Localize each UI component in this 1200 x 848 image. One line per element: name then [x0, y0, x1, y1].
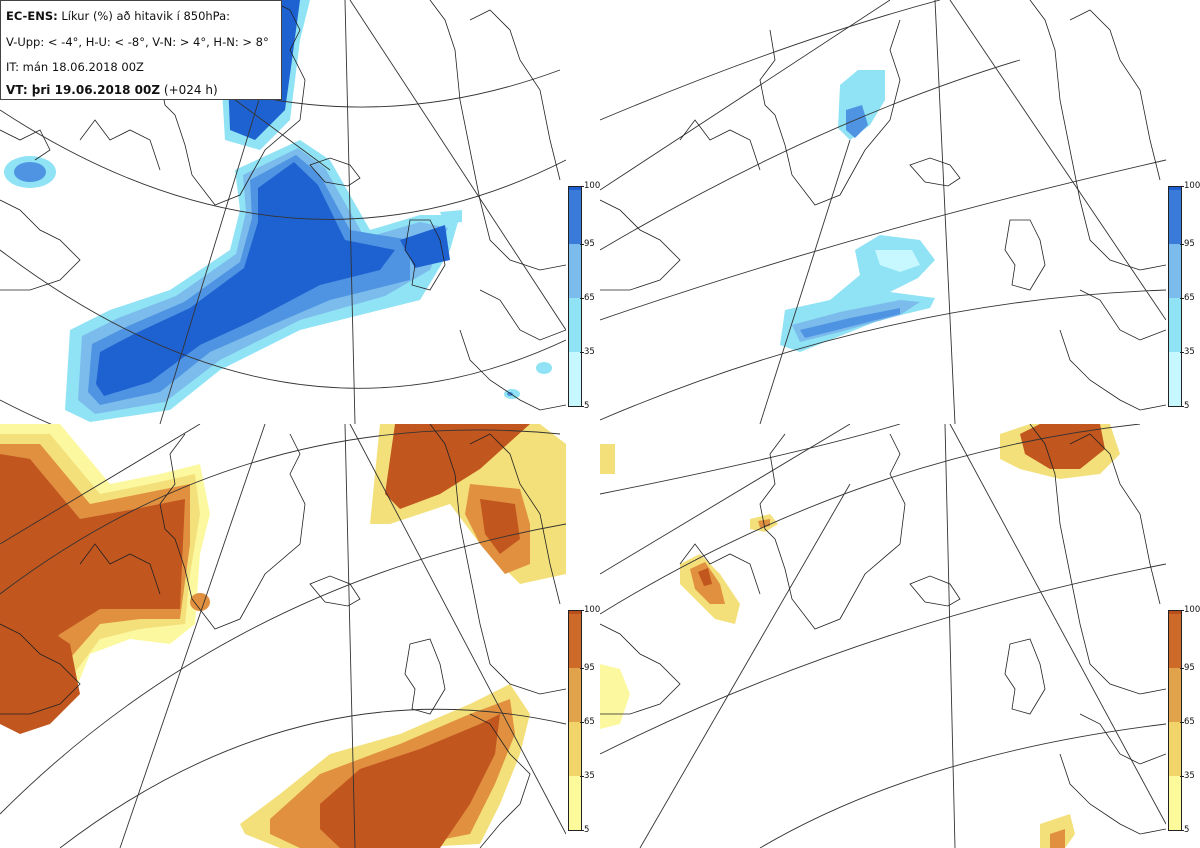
- probability-map-warm-8: [600, 424, 1166, 848]
- colorbar-tick: [1180, 406, 1184, 407]
- colorbar-label: 95: [584, 663, 595, 673]
- colorbar-segment: [568, 614, 582, 668]
- colorbar-tick: [580, 352, 584, 353]
- colorbar-segment: [568, 190, 582, 244]
- colorbar-cap: [568, 186, 582, 191]
- colorbar-tick: [580, 298, 584, 299]
- colorbar-bottom-left: 100 95 65 35 5: [568, 605, 604, 840]
- colorbar-cap: [1168, 610, 1182, 615]
- probability-field: [600, 424, 1120, 848]
- colorbar-segment: [568, 668, 582, 722]
- colorbar-tick: [1180, 722, 1184, 723]
- lead-time: (+024 h): [163, 83, 218, 97]
- colorbar-tick: [1180, 244, 1184, 245]
- colorbar-label: 35: [1184, 347, 1195, 357]
- map-title-box: EC-ENS: Líkur (%) að hitavik í 850hPa: V…: [0, 0, 282, 100]
- colorbar-tick: [580, 722, 584, 723]
- colorbar-segment: [568, 776, 582, 831]
- colorbar-bottom-right: 100 95 65 35 5: [1168, 605, 1200, 840]
- colorbar-label: 95: [1184, 239, 1195, 249]
- colorbar-label: 100: [584, 181, 601, 191]
- colorbar-label: 65: [1184, 293, 1195, 303]
- coastlines: [0, 424, 566, 848]
- coastlines: [0, 0, 566, 411]
- coastlines: [600, 0, 1166, 411]
- probability-field: [0, 424, 566, 848]
- colorbar-cap: [568, 610, 582, 615]
- probability-map-warm-4: [0, 424, 566, 848]
- coastlines: [600, 424, 1166, 835]
- title-text: Líkur (%) að hitavik í 850hPa:: [61, 9, 231, 23]
- colorbar-segment: [568, 244, 582, 298]
- colorbar-segment: [568, 298, 582, 352]
- graticule: [600, 424, 1166, 848]
- colorbar-label: 5: [584, 825, 590, 835]
- graticule: [600, 0, 1166, 424]
- map-panel-top-left: EC-ENS: Líkur (%) að hitavik í 850hPa: V…: [0, 0, 566, 424]
- colorbar-label: 100: [1184, 181, 1200, 191]
- colorbar-tick: [580, 776, 584, 777]
- colorbar-tick: [1180, 352, 1184, 353]
- colorbar-label: 5: [1184, 825, 1190, 835]
- colorbar-segment: [1168, 722, 1182, 776]
- probability-map-cold-4: [0, 0, 566, 424]
- colorbar-segment: [1168, 352, 1182, 407]
- map-panel-top-right: [600, 0, 1166, 424]
- colorbar-segment: [1168, 668, 1182, 722]
- colorbar-tick: [1180, 668, 1184, 669]
- colorbar-tick: [580, 668, 584, 669]
- colorbar-label: 35: [584, 347, 595, 357]
- probability-map-cold-8: [600, 0, 1166, 424]
- colorbar-label: 65: [1184, 717, 1195, 727]
- colorbar-segment: [1168, 298, 1182, 352]
- colorbar-label: 35: [584, 771, 595, 781]
- colorbar-label: 95: [1184, 663, 1195, 673]
- colorbar-segment: [568, 352, 582, 407]
- colorbar-tick: [580, 186, 584, 187]
- valid-time-line: VT: þri 19.06.2018 00Z (+024 h): [6, 83, 218, 97]
- colorbar-segment: [1168, 190, 1182, 244]
- colorbar-segment: [1168, 776, 1182, 831]
- graticule: [0, 424, 566, 848]
- colorbar-label: 5: [1184, 401, 1190, 411]
- colorbar-tick: [1180, 186, 1184, 187]
- model-label: EC-ENS:: [6, 9, 58, 23]
- colorbar-segment: [1168, 244, 1182, 298]
- colorbar-cap: [1168, 186, 1182, 191]
- probability-field: [780, 70, 935, 352]
- colorbar-tick: [1180, 830, 1184, 831]
- colorbar-label: 95: [584, 239, 595, 249]
- valid-time: VT: þri 19.06.2018 00Z: [6, 83, 161, 97]
- colorbar-tick: [1180, 298, 1184, 299]
- colorbar-tick: [1180, 776, 1184, 777]
- colorbar-label: 65: [584, 717, 595, 727]
- colorbar-label: 35: [1184, 771, 1195, 781]
- map-panel-bottom-right: [600, 424, 1166, 848]
- colorbar-tick: [580, 610, 584, 611]
- colorbar-tick: [580, 406, 584, 407]
- colorbar-segment: [1168, 614, 1182, 668]
- map-panel-bottom-left: [0, 424, 566, 848]
- thresholds-line: V-Upp: < -4°, H-U: < -8°, V-N: > 4°, H-N…: [6, 35, 269, 49]
- colorbar-label: 100: [584, 605, 601, 615]
- colorbar-label: 65: [584, 293, 595, 303]
- colorbar-top-left: 100 95 65 35 5: [568, 181, 604, 416]
- colorbar-tick: [580, 244, 584, 245]
- colorbar-tick: [580, 830, 584, 831]
- init-time-line: IT: mán 18.06.2018 00Z: [6, 60, 144, 74]
- probability-field: [4, 0, 552, 422]
- colorbar-top-right: 100 95 65 35 5: [1168, 181, 1200, 416]
- title-line-1: EC-ENS: Líkur (%) að hitavik í 850hPa:: [6, 9, 230, 23]
- colorbar-segment: [568, 722, 582, 776]
- colorbar-tick: [1180, 610, 1184, 611]
- colorbar-label: 5: [584, 401, 590, 411]
- colorbar-label: 100: [1184, 605, 1200, 615]
